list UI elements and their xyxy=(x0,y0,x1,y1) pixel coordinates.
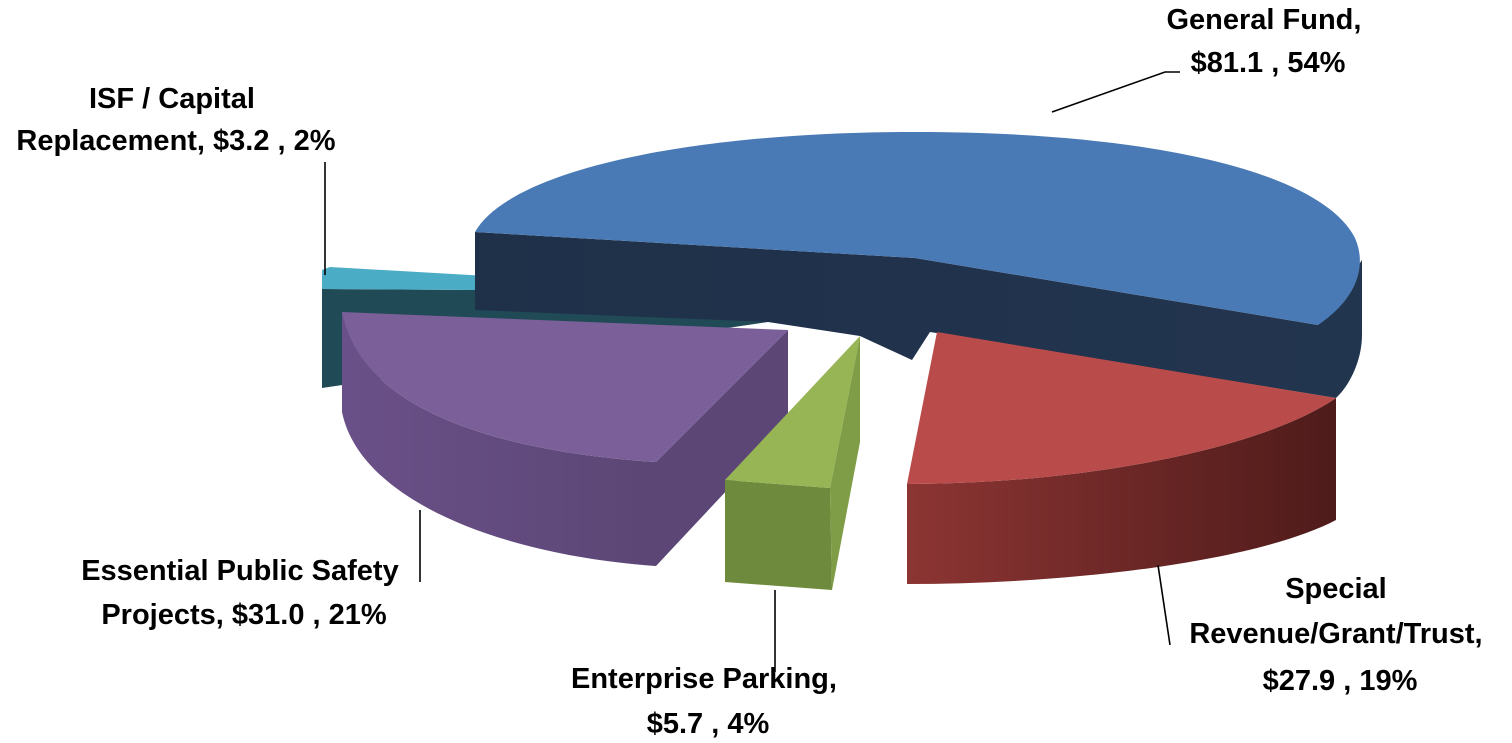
slice-special-revenue xyxy=(907,332,1336,584)
slice-general-fund xyxy=(475,132,1362,398)
label-special-revenue-line3: $27.9 , 19% xyxy=(1263,665,1418,697)
label-enterprise-parking: Enterprise Parking, $5.7 , 4% xyxy=(571,663,845,740)
label-isf: ISF / Capital Replacement, $3.2 , 2% xyxy=(16,83,335,157)
label-general-fund: General Fund, $81.1 , 54% xyxy=(1166,4,1369,79)
leader-general-fund xyxy=(1051,71,1180,113)
label-general-fund-line2: $81.1 , 54% xyxy=(1191,47,1346,79)
label-special-revenue-line1: Special xyxy=(1285,573,1387,605)
label-enterprise-parking-line2: $5.7 , 4% xyxy=(647,708,770,740)
label-special-revenue: Special Revenue/Grant/Trust, $27.9 , 19% xyxy=(1189,573,1490,697)
leader-special-revenue xyxy=(1157,564,1171,646)
slice-enterprise-parking xyxy=(725,336,860,590)
label-isf-line1: ISF / Capital xyxy=(89,83,255,115)
label-enterprise-parking-line1: Enterprise Parking, xyxy=(571,663,837,695)
label-special-revenue-line2: Revenue/Grant/Trust, xyxy=(1189,618,1482,650)
slice-essential-public-safety xyxy=(342,312,788,566)
label-isf-line2: Replacement, $3.2 , 2% xyxy=(16,125,335,157)
label-public-safety: Essential Public Safety Projects, $31.0 … xyxy=(81,555,407,631)
label-general-fund-line1: General Fund, xyxy=(1166,4,1361,36)
label-public-safety-line1: Essential Public Safety xyxy=(81,555,399,587)
label-public-safety-line2: Projects, $31.0 , 21% xyxy=(101,599,387,631)
